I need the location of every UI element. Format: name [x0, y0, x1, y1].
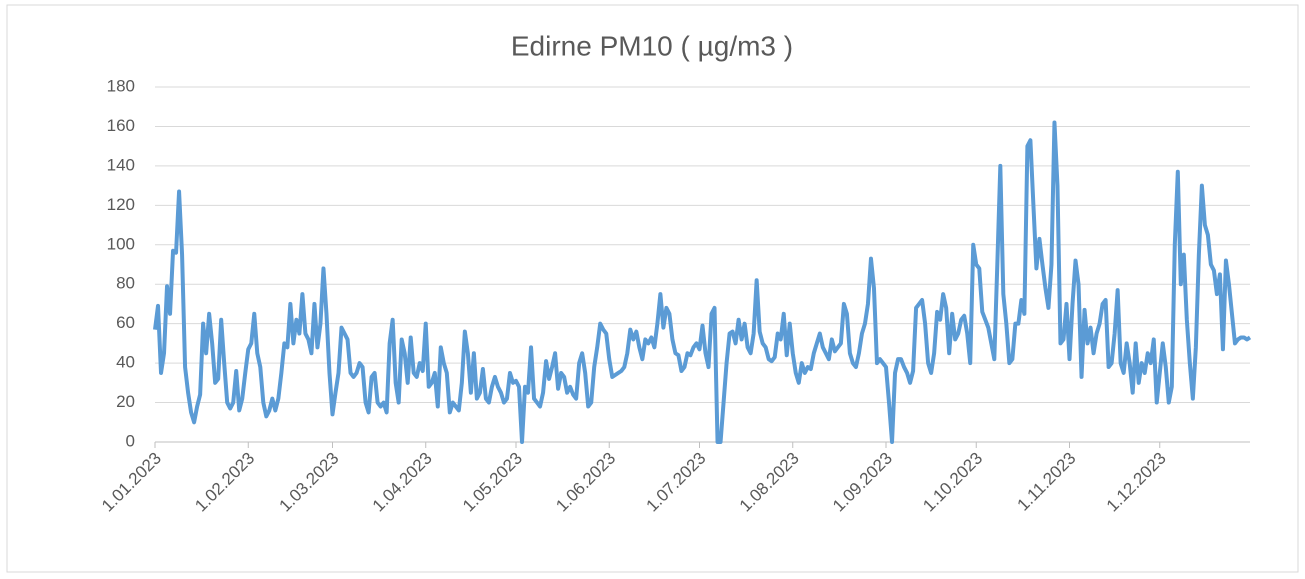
data-line	[153, 120, 1252, 444]
y-tick-label: 100	[107, 234, 135, 253]
y-tick-label: 20	[116, 392, 135, 411]
chart-title: Edirne PM10 ( µg/m3 )	[511, 30, 793, 61]
chart-border	[6, 4, 1299, 573]
y-tick-label: 180	[107, 76, 135, 95]
y-tick-label: 160	[107, 116, 135, 135]
y-tick-label: 0	[126, 431, 135, 450]
y-tick-label: 80	[116, 274, 135, 293]
y-tick-label: 60	[116, 313, 135, 332]
y-tick-label: 120	[107, 195, 135, 214]
y-tick-label: 140	[107, 155, 135, 174]
y-tick-label: 40	[116, 353, 135, 372]
